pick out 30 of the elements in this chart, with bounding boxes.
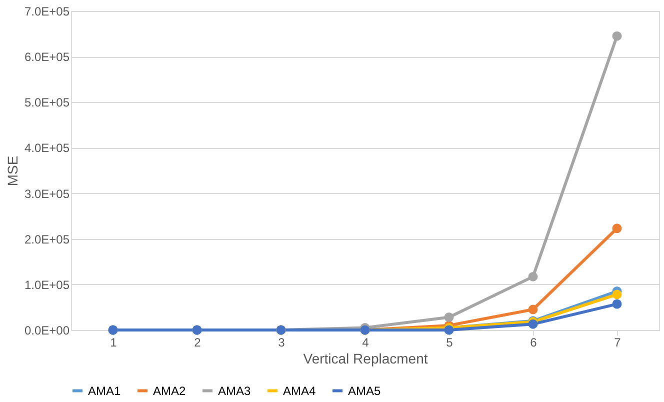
- y-tick-label: 6.0E+05: [24, 50, 70, 64]
- y-tick-label: 4.0E+05: [24, 141, 70, 156]
- y-axis-title: MSE: [4, 156, 20, 186]
- legend-label: AMA2: [153, 384, 186, 398]
- x-tick-label: 5: [446, 336, 454, 350]
- x-tick-label: 4: [362, 336, 370, 350]
- point: [612, 31, 622, 41]
- point: [612, 290, 622, 300]
- point: [612, 224, 622, 234]
- legend-label: AMA3: [218, 384, 252, 398]
- y-tick-label: 3.0E+05: [24, 186, 70, 201]
- x-tick-label: 6: [530, 336, 538, 350]
- x-tick-label: 3: [278, 336, 286, 350]
- point: [444, 312, 454, 322]
- y-tick-label: 0.0E+00: [24, 324, 70, 338]
- point: [612, 299, 622, 309]
- y-tick-label: 2.0E+05: [24, 232, 70, 246]
- x-axis-title: Vertical Replacment: [303, 350, 428, 366]
- point: [444, 325, 454, 335]
- point: [528, 304, 538, 314]
- point: [528, 272, 538, 282]
- y-tick-label: 5.0E+05: [24, 96, 70, 110]
- x-tick-label: 2: [194, 336, 202, 350]
- y-tick-label: 1.0E+05: [24, 278, 70, 292]
- x-tick-label: 7: [614, 336, 622, 350]
- y-tick-label: 7.0E+05: [24, 4, 70, 18]
- legend-label: AMA1: [88, 384, 122, 398]
- legend-label: AMA5: [348, 384, 382, 398]
- legend-label: AMA4: [283, 384, 316, 398]
- x-tick-label: 1: [110, 336, 118, 350]
